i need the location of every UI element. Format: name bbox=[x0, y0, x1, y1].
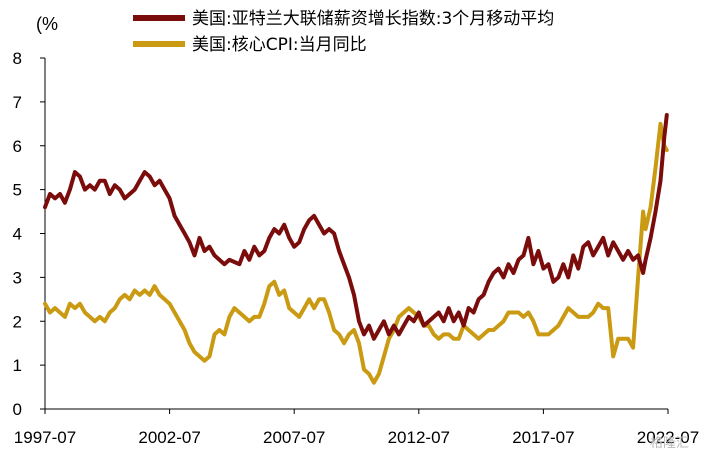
x-tick-label: 2012-07 bbox=[388, 428, 450, 447]
axes: 0 1 2 3 4 5 6 7 8 1997-07 2002-07 2007-07 2012-07 201… bbox=[13, 49, 700, 447]
y-tick-label: 6 bbox=[13, 137, 22, 156]
legend-label-wage-growth: 美国:亚特兰大联储薪资增长指数:3个月移动平均 bbox=[192, 9, 554, 29]
series-line-wage-growth bbox=[43, 113, 669, 341]
y-tick-label: 8 bbox=[13, 49, 22, 68]
y-tick-label: 1 bbox=[13, 356, 22, 375]
y-unit-label: (% bbox=[36, 14, 58, 34]
legend-label-core-cpi: 美国:核心CPI:当月同比 bbox=[192, 35, 367, 55]
watermark: 格隆汇 bbox=[650, 435, 689, 451]
series-layer bbox=[43, 113, 669, 385]
y-tick-label: 2 bbox=[13, 312, 22, 331]
x-tick-label: 2002-07 bbox=[138, 428, 200, 447]
x-tick-label: 1997-07 bbox=[14, 428, 76, 447]
y-tick-label: 0 bbox=[13, 400, 22, 419]
y-tick-label: 4 bbox=[13, 225, 22, 244]
y-tick-label: 7 bbox=[13, 93, 22, 112]
series-line-core-cpi bbox=[43, 121, 669, 385]
x-tick-label: 2017-07 bbox=[512, 428, 574, 447]
x-tick-label: 2022-07 bbox=[637, 428, 699, 447]
y-tick-label: 5 bbox=[13, 181, 22, 200]
y-tick-label: 3 bbox=[13, 268, 22, 287]
x-tick-label: 2007-07 bbox=[263, 428, 325, 447]
